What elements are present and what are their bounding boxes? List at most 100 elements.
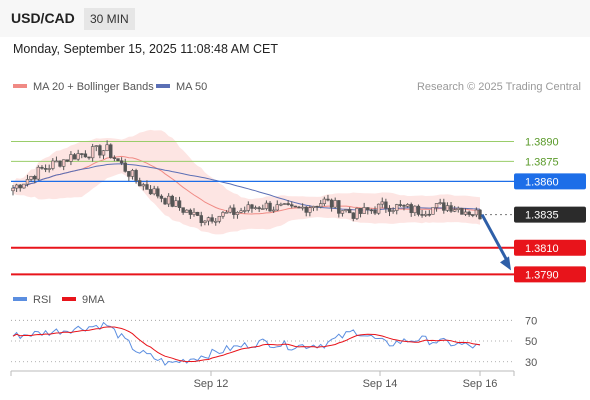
candle [311, 205, 316, 212]
candle [145, 180, 149, 190]
candle [90, 143, 95, 162]
candle-body [427, 213, 432, 216]
candle [290, 201, 294, 209]
candle-body [109, 144, 113, 158]
candle-body [369, 209, 374, 212]
time-axis: Sep 12 Sep 14 Sep 16 [10, 370, 515, 390]
arrow-head [500, 256, 511, 271]
candle-body [362, 207, 366, 214]
candle [228, 205, 232, 214]
candle-body [22, 183, 26, 189]
candle-body [43, 168, 48, 170]
candle [478, 208, 482, 220]
candle-body [275, 204, 279, 211]
candle [33, 174, 37, 184]
candle-body [355, 207, 359, 219]
candle-body [217, 215, 222, 222]
candle [300, 203, 305, 211]
candle-body [36, 166, 41, 180]
candle-body [90, 146, 95, 159]
candle-body [311, 205, 316, 209]
candle-body [337, 200, 341, 214]
candle-body [33, 176, 37, 180]
candle [199, 211, 203, 227]
candle [25, 174, 30, 187]
candle [463, 208, 468, 216]
candle-body [271, 209, 276, 212]
candle [442, 198, 446, 214]
candle [286, 200, 290, 206]
candle [293, 205, 298, 208]
candle-body [76, 153, 80, 160]
candle-body [206, 217, 211, 222]
candle [232, 204, 236, 219]
candle [47, 164, 51, 173]
candle [366, 207, 370, 215]
candle [340, 210, 345, 217]
candle-body [51, 160, 55, 169]
timeframe-button[interactable]: 30 MIN [84, 8, 135, 30]
candle [358, 207, 363, 218]
candle [239, 207, 243, 214]
candle [22, 183, 26, 189]
candle-body [166, 195, 171, 205]
candle [14, 183, 19, 192]
ma20-legend-swatch [13, 84, 27, 88]
level-tag-2 [514, 173, 586, 190]
candle [224, 210, 229, 214]
candle [109, 143, 113, 159]
candle-body [471, 214, 475, 216]
candle-body [373, 209, 377, 214]
candle-body [25, 179, 30, 185]
candle [72, 153, 77, 160]
candle [250, 203, 254, 213]
candle-body [14, 184, 19, 189]
candle [112, 155, 117, 162]
candle-body [188, 209, 193, 215]
candle [384, 198, 388, 213]
candle-body [290, 204, 294, 207]
candle [134, 168, 138, 184]
candle-body [210, 217, 214, 222]
candle [29, 175, 33, 182]
candle [355, 207, 359, 221]
candle-body [65, 159, 70, 162]
candle [127, 171, 131, 181]
candle-body [80, 153, 84, 155]
candle [474, 207, 479, 218]
candle [130, 168, 135, 180]
candle-body [413, 205, 417, 214]
level-labels: 1.3890 1.3875 1.3860 1.3835 1.3810 1.3790 [514, 137, 586, 283]
candle [76, 149, 80, 161]
time-tick-label-1: Sep 14 [363, 378, 398, 390]
candle-body [105, 144, 109, 151]
candle [452, 205, 457, 213]
candle [413, 205, 417, 217]
candle [279, 202, 283, 207]
level-label-4: 1.3810 [525, 243, 559, 255]
candle-body [387, 208, 392, 212]
candle [87, 156, 91, 160]
candle [268, 201, 272, 212]
candle-body [181, 207, 185, 213]
candle-body [438, 202, 442, 204]
candle-body [145, 184, 149, 190]
candle-body [333, 200, 337, 208]
candle-body [123, 162, 127, 172]
candle-body [398, 204, 403, 206]
level-label-2: 1.3860 [525, 176, 559, 188]
candle-body [416, 205, 421, 215]
candle [308, 205, 312, 217]
candle [347, 207, 352, 214]
candle-body [47, 168, 51, 170]
candle-body [340, 210, 345, 214]
candle-body [445, 205, 450, 211]
candle-body [344, 209, 348, 211]
candle [445, 202, 450, 212]
candle [434, 203, 439, 212]
candle [170, 194, 174, 208]
candle-body [253, 207, 258, 209]
candle-body [293, 205, 298, 208]
candle-body [156, 188, 160, 197]
